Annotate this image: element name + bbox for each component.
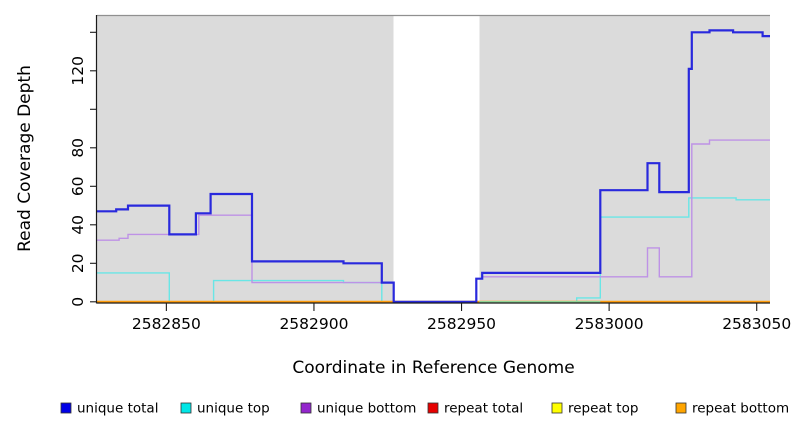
legend-swatch-repeat-top (551, 402, 563, 414)
x-axis-title: Coordinate in Reference Genome (292, 358, 574, 378)
legend-swatch-repeat-bottom (675, 402, 687, 414)
legend-label: repeat total (444, 401, 523, 417)
legend-item-repeat-total: repeat total (427, 401, 523, 417)
y-tick-label: 0 (69, 297, 87, 307)
legend-swatch-unique-top (180, 402, 192, 414)
legend-item-repeat-bottom: repeat bottom (675, 401, 789, 417)
series-line-unique-total (97, 29, 770, 303)
x-tick-label: 2582900 (279, 315, 348, 333)
x-tick-label: 2582950 (427, 315, 496, 333)
y-tick-label: 120 (69, 56, 87, 86)
legend-label: unique bottom (317, 401, 416, 417)
x-tick-label: 2582850 (132, 315, 201, 333)
legend-swatch-repeat-total (427, 402, 439, 414)
legend-label: unique total (77, 401, 158, 417)
legend-item-unique-bottom: unique bottom (300, 401, 416, 417)
y-tick-label: 40 (69, 215, 87, 235)
legend-label: unique top (197, 401, 270, 417)
y-axis-title: Read Coverage Depth (15, 65, 35, 252)
legend-swatch-unique-bottom (300, 402, 312, 414)
y-tick-label: 20 (69, 253, 87, 273)
legend-item-repeat-top: repeat top (551, 401, 638, 417)
x-tick-label: 2583000 (575, 315, 644, 333)
legend-item-unique-total: unique total (60, 401, 158, 417)
legend-swatch-unique-total (60, 402, 72, 414)
legend-item-unique-top: unique top (180, 401, 270, 417)
masked-region (393, 16, 480, 302)
legend-label: repeat top (568, 401, 638, 417)
legend-label: repeat bottom (692, 401, 789, 417)
y-tick-label: 80 (69, 138, 87, 158)
x-tick-label: 2583050 (722, 315, 791, 333)
y-tick-label: 60 (69, 176, 87, 196)
